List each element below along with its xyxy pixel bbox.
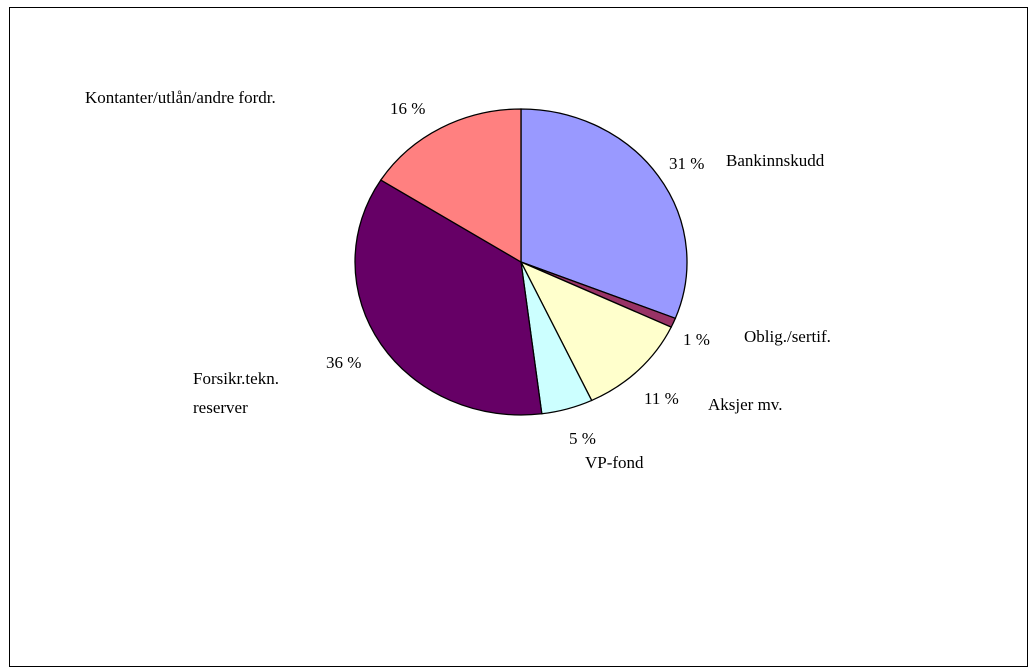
pie-slice-kontanter-utl-n-andre-fordr (379, 108, 522, 264)
category-label-kontanter: Kontanter/utlån/andre fordr. (85, 88, 276, 107)
category-label-aksjer: Aksjer mv. (708, 395, 782, 414)
category-label-forsikr-line2: reserver (193, 398, 248, 417)
pie-slice-forsikr-tekn-reserver (354, 179, 543, 416)
pct-label-vp-fond: 5 % (569, 429, 596, 448)
category-label-vp-fond: VP-fond (585, 453, 644, 472)
pie-slice-aksjer-mv (519, 260, 673, 402)
pie-slice-bankinnskudd (520, 108, 688, 320)
category-label-oblig: Oblig./sertif. (744, 327, 831, 346)
pie-chart: 31 % 1 % 11 % 5 % 36 % 16 % Bankinnskudd… (85, 88, 831, 472)
category-label-bankinnskudd: Bankinnskudd (726, 151, 825, 170)
pct-label-oblig: 1 % (683, 330, 710, 349)
pct-label-bankinnskudd: 31 % (669, 154, 704, 173)
category-label-forsikr-line1: Forsikr.tekn. (193, 369, 279, 388)
pct-label-kontanter: 16 % (390, 99, 425, 118)
pct-label-aksjer: 11 % (644, 389, 679, 408)
pct-label-forsikr: 36 % (326, 353, 361, 372)
